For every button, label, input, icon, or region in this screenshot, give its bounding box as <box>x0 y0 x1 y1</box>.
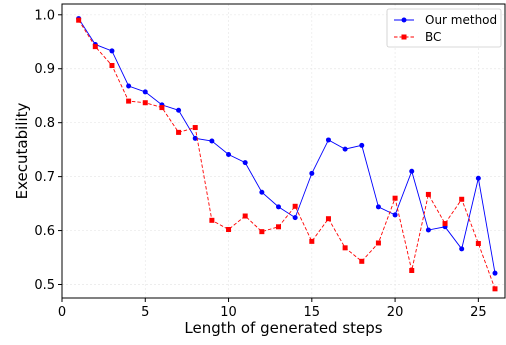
data-point <box>176 107 182 113</box>
y-tick-label: 0.7 <box>34 170 55 185</box>
data-point <box>259 229 265 235</box>
data-point <box>375 204 381 210</box>
data-point <box>459 246 465 252</box>
data-point <box>492 286 498 292</box>
data-point <box>375 240 381 246</box>
data-point <box>475 175 481 181</box>
data-point <box>209 217 215 223</box>
series-line <box>78 19 496 289</box>
data-point <box>459 196 465 202</box>
y-tick-label: 0.8 <box>34 116 55 131</box>
x-tick-label: 15 <box>304 305 321 320</box>
data-point <box>409 267 415 273</box>
legend-entry: BC <box>394 30 441 44</box>
x-tick-label: 20 <box>387 305 404 320</box>
data-point <box>425 191 431 197</box>
legend: Our method BC <box>386 8 502 48</box>
data-point <box>292 203 298 209</box>
data-point <box>492 270 498 276</box>
y-axis-label: Executability <box>13 103 31 200</box>
data-point <box>126 83 132 89</box>
data-point <box>359 258 365 264</box>
y-tick-label: 0.6 <box>34 224 55 239</box>
y-tick-label: 1.0 <box>34 8 55 23</box>
data-point <box>359 142 365 148</box>
data-point <box>342 146 348 152</box>
y-tick-label: 0.9 <box>34 62 55 77</box>
data-point <box>309 238 315 244</box>
data-point <box>392 212 398 218</box>
data-point <box>276 224 282 230</box>
data-point <box>392 195 398 201</box>
plot-area-frame <box>61 3 506 299</box>
data-point <box>109 48 115 54</box>
data-point <box>242 213 248 219</box>
data-point <box>92 44 98 50</box>
y-axis-ticks: 0.5 0.6 0.7 0.8 0.9 1.0 <box>34 8 62 293</box>
series-bc <box>76 17 498 292</box>
data-point <box>242 160 248 166</box>
data-point <box>309 170 315 176</box>
x-axis-label: Length of generated steps <box>184 319 382 337</box>
legend-marker <box>401 34 407 40</box>
x-tick-label: 0 <box>58 305 66 320</box>
data-point <box>325 216 331 222</box>
legend-box <box>386 8 502 48</box>
legend-label: BC <box>425 30 441 44</box>
x-tick-label: 10 <box>220 305 237 320</box>
data-point <box>292 215 298 221</box>
data-point <box>475 241 481 247</box>
data-point <box>109 62 115 68</box>
data-point <box>176 129 182 135</box>
grid-lines <box>61 4 505 298</box>
legend-label: Our method <box>425 13 497 27</box>
data-point <box>276 204 282 210</box>
data-point <box>209 138 215 144</box>
y-tick-label: 0.5 <box>34 278 55 293</box>
x-tick-label: 25 <box>470 305 487 320</box>
data-point <box>192 125 198 131</box>
x-axis-ticks: 0 5 10 15 20 25 <box>58 298 487 320</box>
data-point <box>192 135 198 141</box>
data-point <box>142 89 148 95</box>
series-our-method <box>76 16 498 276</box>
legend-entry: Our method <box>394 13 497 27</box>
data-point <box>226 226 232 232</box>
data-point <box>325 137 331 143</box>
data-point <box>76 17 82 23</box>
data-point <box>425 227 431 233</box>
legend-marker <box>401 17 407 23</box>
series-layer <box>76 16 498 292</box>
data-point <box>126 98 132 104</box>
data-point <box>159 105 165 111</box>
x-tick-label: 5 <box>141 305 149 320</box>
data-point <box>226 152 232 158</box>
data-point <box>142 100 148 106</box>
data-point <box>342 245 348 251</box>
data-point <box>259 189 265 195</box>
series-line <box>78 18 496 274</box>
data-point <box>409 168 415 174</box>
data-point <box>442 221 448 227</box>
